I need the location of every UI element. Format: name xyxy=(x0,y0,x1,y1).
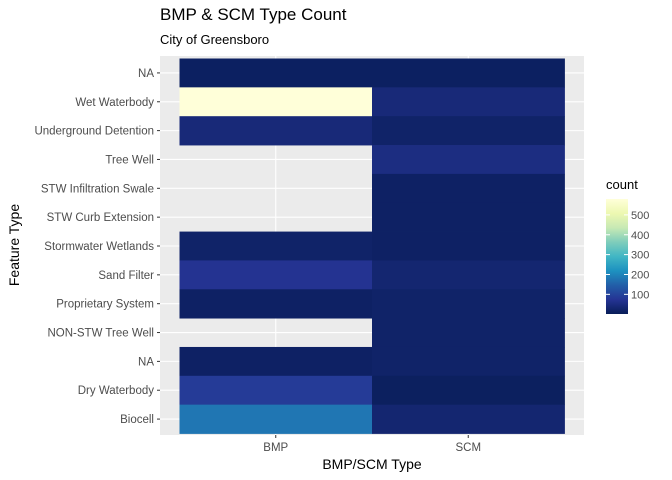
y-tick-label: Stormwater Wetlands xyxy=(44,241,154,253)
heatmap-tile xyxy=(372,231,565,261)
y-axis-ticks: NA Wet Waterbody Underground Detention Tree… xyxy=(34,68,160,426)
y-tick-label: Sand Filter xyxy=(98,270,154,282)
heatmap-tile xyxy=(372,346,565,377)
y-tick-label: Biocell xyxy=(120,414,154,426)
chart-subtitle: City of Greensboro xyxy=(160,32,269,47)
heatmap-tile xyxy=(372,116,565,146)
heatmap-tile xyxy=(372,58,565,88)
legend-tick-label: 100 xyxy=(631,289,649,301)
heatmap-tile xyxy=(179,231,373,261)
heatmap-tile xyxy=(179,87,373,117)
legend-tick-label: 200 xyxy=(631,269,649,281)
heatmap-tile xyxy=(372,202,565,232)
legend-tick-label: 500 xyxy=(631,210,649,222)
y-tick-label: NA xyxy=(138,68,154,80)
x-axis-ticks: BMP SCM xyxy=(263,435,481,454)
x-tick-label: BMP xyxy=(263,442,288,454)
heatmap-tile xyxy=(372,260,565,290)
legend-title: count xyxy=(606,177,638,192)
heatmap-tile xyxy=(179,58,373,88)
y-tick-label: Dry Waterbody xyxy=(78,385,155,397)
heatmap-tile xyxy=(372,145,565,175)
heatmap-tile xyxy=(372,375,565,406)
y-axis-title: Feature Type xyxy=(6,204,22,286)
y-tick-label: NON-STW Tree Well xyxy=(48,328,155,340)
y-tick-label: NA xyxy=(138,356,154,368)
heatmap-tile xyxy=(179,404,373,434)
y-tick-label: Wet Waterbody xyxy=(75,97,154,109)
heatmap-tiles xyxy=(179,58,565,434)
legend-ticks: 100 200 300 400 500 xyxy=(606,210,649,301)
heatmap-tile xyxy=(372,404,565,434)
heatmap-tile xyxy=(372,87,565,117)
heatmap-tile xyxy=(372,318,565,348)
legend-tick-label: 300 xyxy=(631,250,649,262)
heatmap-tile xyxy=(179,260,373,290)
heatmap-tile xyxy=(372,173,565,204)
color-legend: count 100 200 300 400 500 xyxy=(606,177,649,314)
heatmap-tile xyxy=(179,375,373,406)
legend-colorbar xyxy=(606,199,628,314)
heatmap-tile xyxy=(179,116,373,146)
y-tick-label: Underground Detention xyxy=(34,126,154,138)
chart-title: BMP & SCM Type Count xyxy=(160,5,347,24)
heatmap-tile xyxy=(179,289,373,319)
x-tick-label: SCM xyxy=(455,442,481,454)
legend-tick-label: 400 xyxy=(631,230,649,242)
y-tick-label: Proprietary System xyxy=(56,299,154,311)
x-axis-title: BMP/SCM Type xyxy=(322,456,422,472)
y-tick-label: STW Infiltration Swale xyxy=(41,183,154,195)
heatmap-tile xyxy=(179,346,373,377)
y-tick-label: Tree Well xyxy=(105,154,154,166)
y-tick-label: STW Curb Extension xyxy=(47,212,154,224)
heatmap-tile xyxy=(372,289,565,319)
